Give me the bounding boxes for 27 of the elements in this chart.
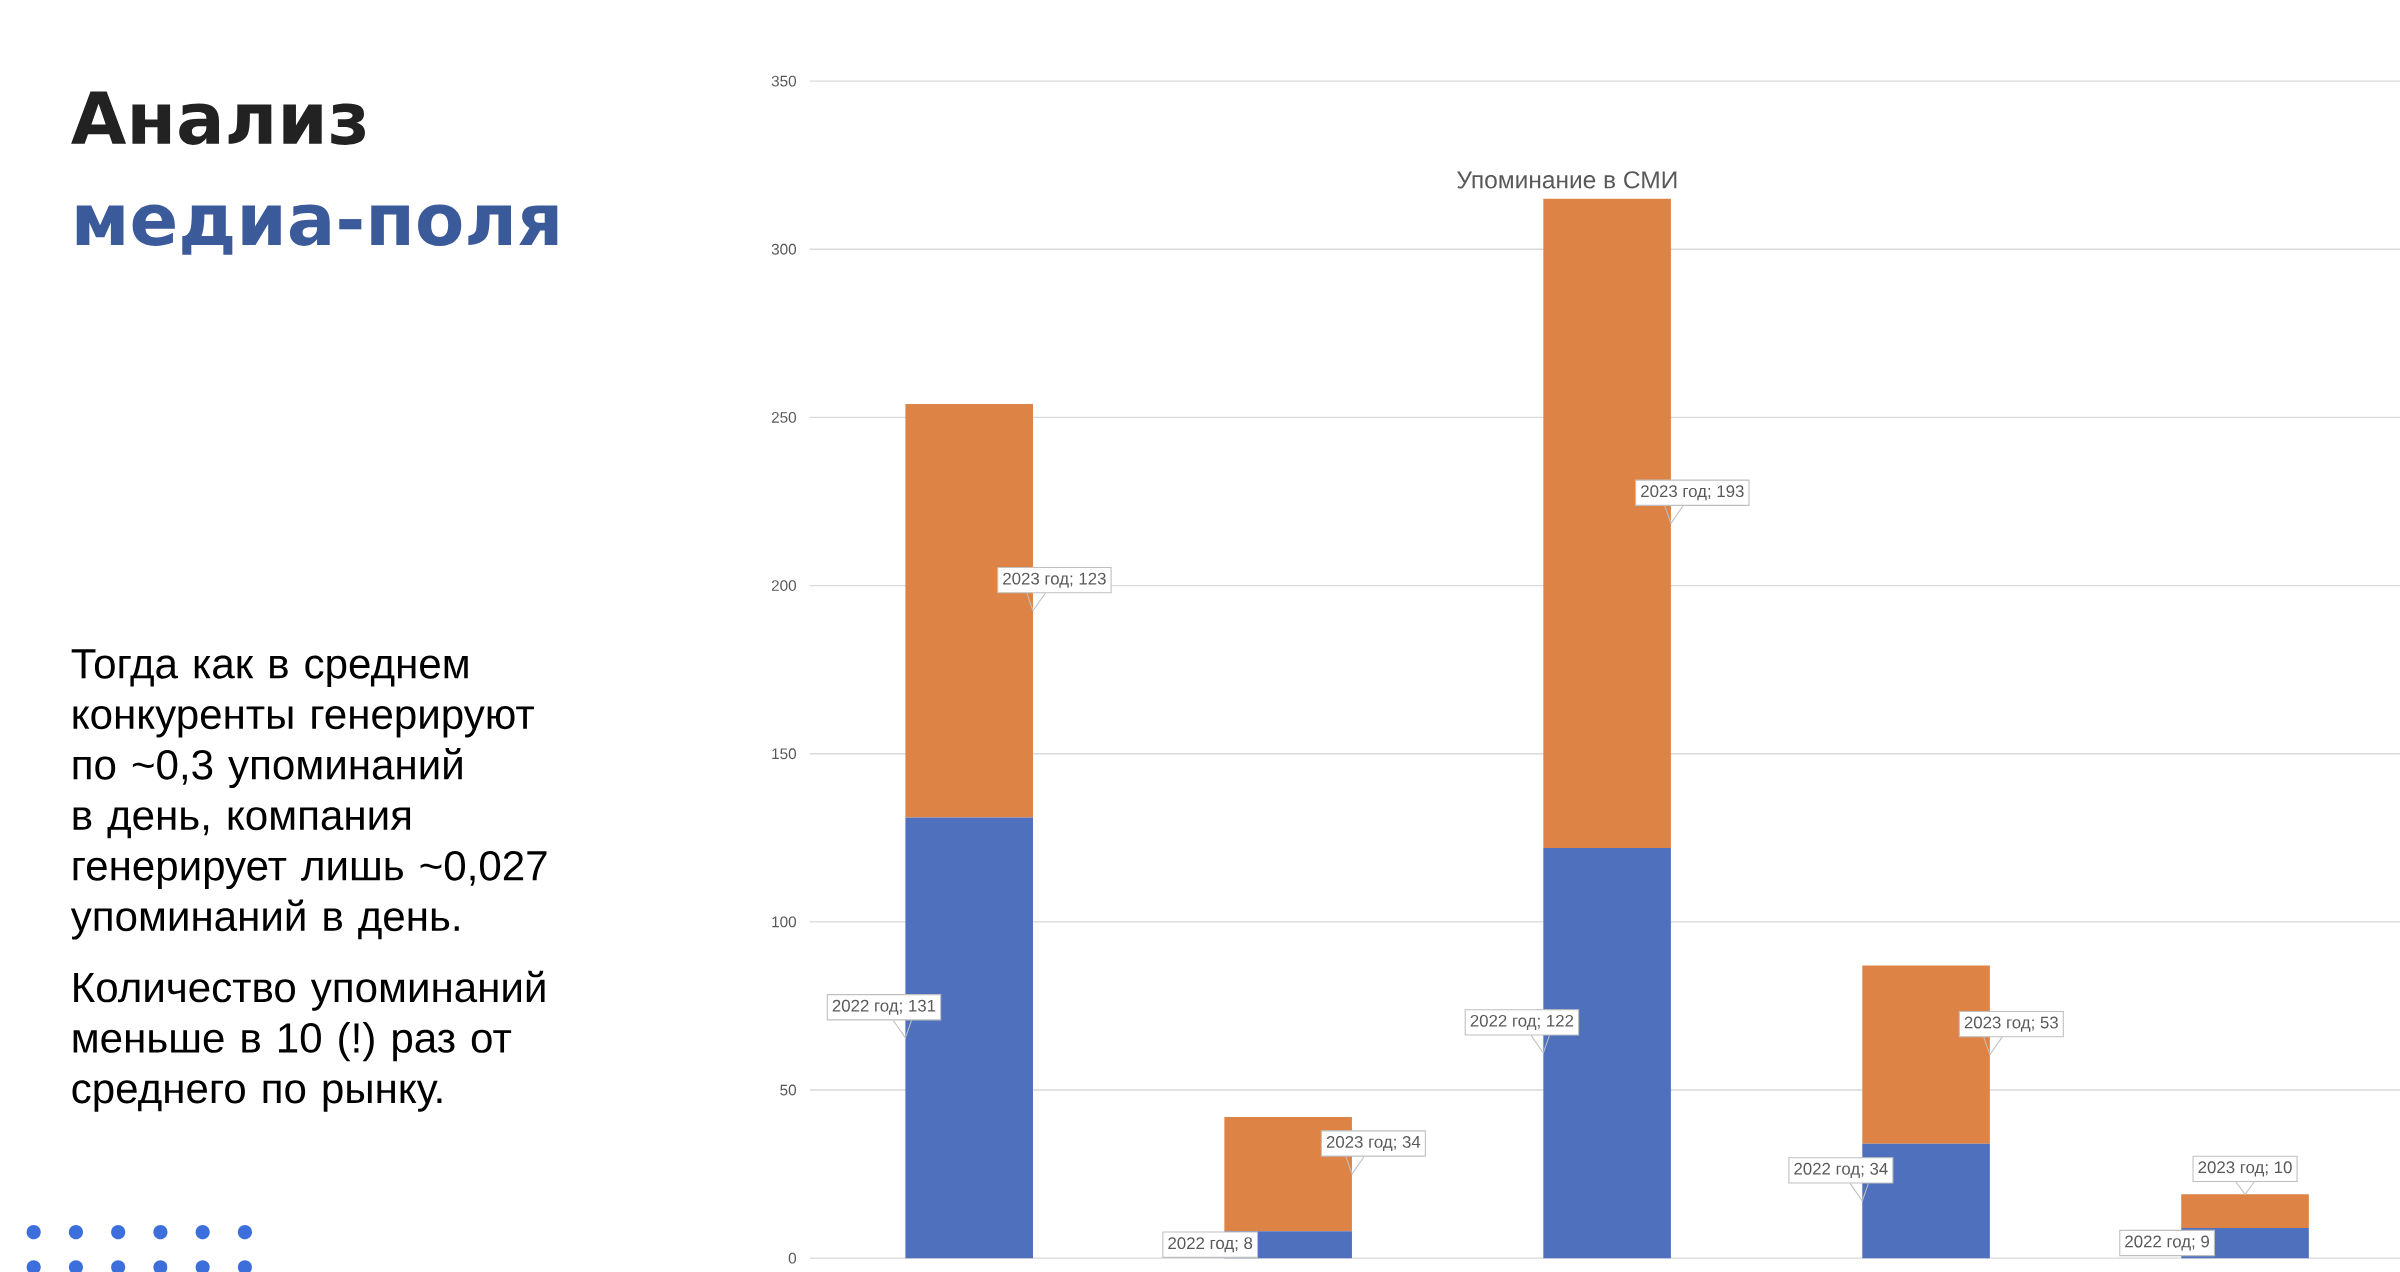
data-label: 2023 год; 34 — [1326, 1135, 1421, 1152]
y-tick-label: 50 — [780, 1084, 797, 1096]
data-label: 2023 год; 53 — [1964, 1016, 2058, 1032]
text: Количество упоминаний меньше в 10 (!) раз от среднего по рынку. — [72, 970, 545, 1112]
data-label: 2022 год; 9 — [2125, 1235, 2209, 1251]
text: медиа-поля — [76, 204, 558, 255]
y-tick-label: 0 — [788, 1252, 797, 1264]
y-tick-label: 150 — [772, 748, 797, 760]
y-tick-label: 100 — [772, 916, 797, 928]
y-tick-label: 300 — [771, 243, 797, 255]
text: Упоминание в СМИ — [1457, 171, 1677, 189]
y-tick-label: 350 — [771, 75, 797, 87]
bar — [1543, 847, 1671, 1259]
y-tick-label: 200 — [771, 580, 797, 592]
data-label: 2022 год; 34 — [1794, 1162, 1888, 1178]
data-label: 2022 год; 122 — [1470, 1014, 1574, 1031]
data-label: 2022 год; 8 — [1168, 1237, 1253, 1253]
data-label: 2022 год; 131 — [832, 999, 936, 1015]
bar — [2181, 1194, 2309, 1228]
data-label: 2023 год; 123 — [1003, 572, 1106, 588]
data-label: 2023 год; 10 — [2198, 1161, 2292, 1177]
data-label: 2023 год; 193 — [1641, 485, 1744, 501]
text: Тогда как в среднем конкуренты генерируют по ~0,3 упоминаний в день, компания генерирует лишь ~0,027 упоминаний в день. — [70, 649, 547, 940]
y-tick-label: 250 — [771, 412, 797, 423]
text: Анализ — [71, 91, 365, 145]
bar — [905, 817, 1033, 1259]
bar — [1862, 1143, 1990, 1259]
